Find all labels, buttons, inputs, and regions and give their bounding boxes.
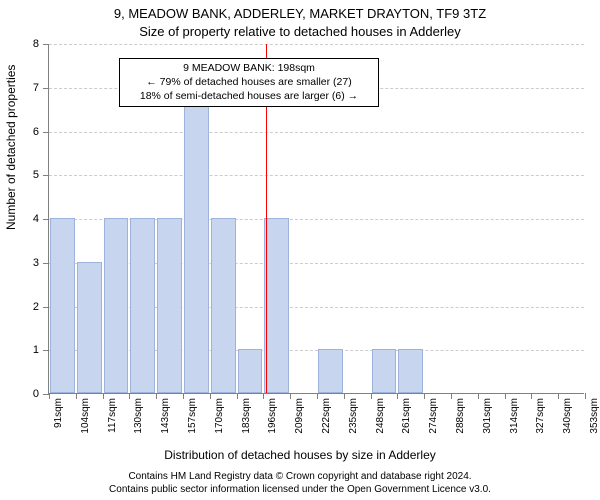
y-tick-label: 7: [33, 82, 39, 94]
chart-title-address: 9, MEADOW BANK, ADDERLEY, MARKET DRAYTON…: [0, 6, 600, 21]
x-tick: [531, 393, 532, 399]
x-tick: [558, 393, 559, 399]
chart-title-subtitle: Size of property relative to detached ho…: [0, 24, 600, 39]
histogram-bar: [238, 349, 263, 393]
x-tick: [103, 393, 104, 399]
x-tick: [585, 393, 586, 399]
annotation-line-1: 9 MEADOW BANK: 198sqm: [126, 61, 372, 75]
x-tick: [397, 393, 398, 399]
x-axis-ticks: 91sqm104sqm117sqm130sqm143sqm157sqm170sq…: [49, 393, 584, 399]
histogram-bar: [318, 349, 343, 393]
y-tick-label: 2: [33, 301, 39, 313]
histogram-bar: [264, 218, 289, 393]
histogram-bar: [157, 218, 182, 393]
x-tick: [210, 393, 211, 399]
y-tick-label: 1: [33, 344, 39, 356]
histogram-bar: [372, 349, 397, 393]
x-tick: [371, 393, 372, 399]
x-tick: [156, 393, 157, 399]
x-axis-label: Distribution of detached houses by size …: [0, 448, 600, 462]
histogram-bar: [184, 87, 209, 393]
x-tick: [344, 393, 345, 399]
histogram-bar: [398, 349, 423, 393]
x-tick: [424, 393, 425, 399]
y-axis-label: Number of detached properties: [4, 65, 18, 230]
x-tick: [478, 393, 479, 399]
histogram-bar: [130, 218, 155, 393]
attribution-line-2: Contains public sector information licen…: [0, 484, 600, 497]
x-tick: [505, 393, 506, 399]
y-tick-label: 0: [33, 388, 39, 400]
histogram-bar: [211, 218, 236, 393]
histogram-bar: [104, 218, 129, 393]
x-tick: [49, 393, 50, 399]
x-tick: [183, 393, 184, 399]
attribution-line-1: Contains HM Land Registry data © Crown c…: [0, 471, 600, 484]
x-tick: [263, 393, 264, 399]
x-tick: [129, 393, 130, 399]
x-tick: [237, 393, 238, 399]
annotation-box: 9 MEADOW BANK: 198sqm ← 79% of detached …: [119, 58, 379, 107]
y-tick-label: 5: [33, 169, 39, 181]
y-tick-label: 6: [33, 126, 39, 138]
x-tick: [290, 393, 291, 399]
annotation-line-3: 18% of semi-detached houses are larger (…: [126, 89, 372, 103]
histogram-bar: [77, 262, 102, 393]
x-tick: [317, 393, 318, 399]
x-tick: [451, 393, 452, 399]
y-tick-label: 3: [33, 257, 39, 269]
attribution: Contains HM Land Registry data © Crown c…: [0, 471, 600, 496]
annotation-line-2: ← 79% of detached houses are smaller (27…: [126, 75, 372, 89]
chart-plot-area: 012345678 91sqm104sqm117sqm130sqm143sqm1…: [48, 44, 584, 394]
x-tick: [76, 393, 77, 399]
y-tick-label: 4: [33, 213, 39, 225]
y-tick-label: 8: [33, 38, 39, 50]
histogram-bar: [50, 218, 75, 393]
